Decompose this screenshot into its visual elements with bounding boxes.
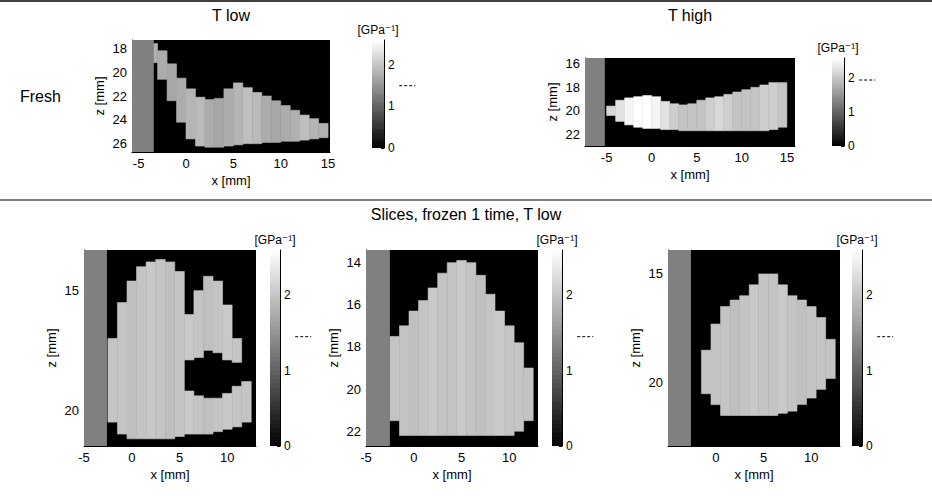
svg-text:0: 0 <box>566 439 573 453</box>
svg-text:0: 0 <box>712 450 719 465</box>
svg-text:10: 10 <box>735 150 749 165</box>
svg-text:20: 20 <box>566 103 580 118</box>
svg-text:[GPa⁻¹]: [GPa⁻¹] <box>536 233 577 247</box>
svg-text:15: 15 <box>649 266 663 281</box>
svg-text:[GPa⁻¹]: [GPa⁻¹] <box>254 233 295 247</box>
svg-text:15: 15 <box>65 283 79 298</box>
svg-text:-5: -5 <box>360 450 372 465</box>
svg-text:x [mm]: x [mm] <box>212 173 251 188</box>
svg-text:[GPa⁻¹]: [GPa⁻¹] <box>817 41 858 55</box>
svg-text:1: 1 <box>388 99 395 113</box>
svg-text:1: 1 <box>866 364 873 378</box>
svg-text:0: 0 <box>182 156 189 171</box>
svg-text:18: 18 <box>347 339 361 354</box>
svg-text:x [mm]: x [mm] <box>433 467 472 482</box>
svg-text:22: 22 <box>113 89 127 104</box>
svg-text:[GPa⁻¹]: [GPa⁻¹] <box>836 233 877 247</box>
svg-text:0: 0 <box>388 141 395 155</box>
svg-text:Fresh: Fresh <box>20 88 61 105</box>
svg-text:5: 5 <box>693 150 700 165</box>
svg-text:2: 2 <box>566 288 573 302</box>
svg-text:x [mm]: x [mm] <box>671 167 710 182</box>
svg-text:1: 1 <box>284 364 291 378</box>
svg-text:0: 0 <box>284 439 291 453</box>
svg-text:15: 15 <box>321 156 335 171</box>
svg-text:z [mm]: z [mm] <box>628 329 643 368</box>
svg-text:z [mm]: z [mm] <box>44 329 59 368</box>
svg-text:x [mm]: x [mm] <box>735 467 774 482</box>
svg-text:2: 2 <box>284 288 291 302</box>
svg-text:0: 0 <box>648 150 655 165</box>
svg-text:20: 20 <box>65 403 79 418</box>
svg-text:0: 0 <box>410 450 417 465</box>
svg-text:2: 2 <box>866 288 873 302</box>
svg-text:5: 5 <box>458 450 465 465</box>
svg-text:0: 0 <box>866 439 873 453</box>
svg-text:5: 5 <box>230 156 237 171</box>
svg-text:0: 0 <box>128 450 135 465</box>
svg-text:-5: -5 <box>601 150 613 165</box>
svg-text:18: 18 <box>566 80 580 95</box>
svg-text:2: 2 <box>848 71 855 85</box>
svg-text:2: 2 <box>388 58 395 72</box>
svg-text:20: 20 <box>649 375 663 390</box>
svg-text:T high: T high <box>668 7 712 24</box>
svg-text:1: 1 <box>848 105 855 119</box>
svg-text:24: 24 <box>113 112 127 127</box>
svg-text:x [mm]: x [mm] <box>151 467 190 482</box>
svg-text:-5: -5 <box>133 156 145 171</box>
svg-text:10: 10 <box>804 450 818 465</box>
svg-text:z [mm]: z [mm] <box>92 77 107 116</box>
svg-text:15: 15 <box>780 150 794 165</box>
svg-text:22: 22 <box>347 424 361 439</box>
svg-text:20: 20 <box>113 65 127 80</box>
svg-text:5: 5 <box>176 450 183 465</box>
svg-text:-5: -5 <box>78 450 90 465</box>
svg-text:10: 10 <box>502 450 516 465</box>
svg-text:1: 1 <box>566 364 573 378</box>
svg-text:z [mm]: z [mm] <box>545 83 560 122</box>
svg-text:Slices, frozen 1 time, T low: Slices, frozen 1 time, T low <box>371 206 562 223</box>
svg-text:26: 26 <box>113 136 127 151</box>
svg-text:z [mm]: z [mm] <box>326 329 341 368</box>
svg-text:0: 0 <box>848 139 855 153</box>
svg-text:20: 20 <box>347 382 361 397</box>
svg-text:[GPa⁻¹]: [GPa⁻¹] <box>357 23 398 37</box>
svg-text:16: 16 <box>347 297 361 312</box>
svg-text:22: 22 <box>566 127 580 142</box>
svg-text:10: 10 <box>220 450 234 465</box>
svg-text:10: 10 <box>274 156 288 171</box>
svg-text:5: 5 <box>760 450 767 465</box>
svg-text:18: 18 <box>113 41 127 56</box>
svg-text:14: 14 <box>347 255 361 270</box>
svg-text:T low: T low <box>212 7 250 24</box>
svg-text:16: 16 <box>566 56 580 71</box>
